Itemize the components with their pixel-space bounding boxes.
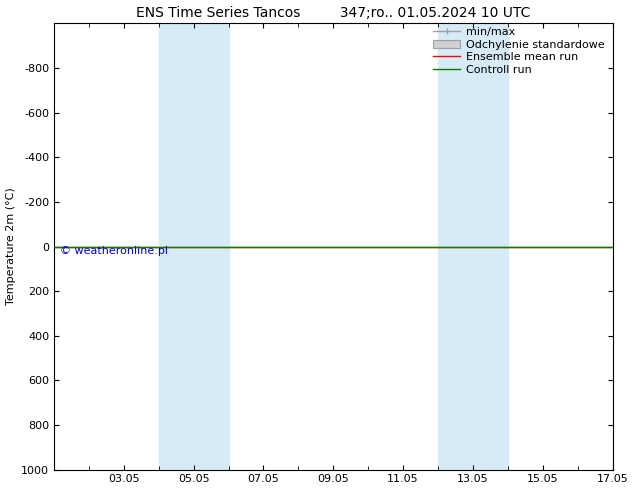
Bar: [158, 24, 228, 469]
Text: © weatheronline.pl: © weatheronline.pl: [60, 246, 167, 256]
Legend: min/max, Odchylenie standardowe, Ensemble mean run, Controll run: min/max, Odchylenie standardowe, Ensembl…: [430, 24, 607, 77]
Title: ENS Time Series Tancos         347;ro.. 01.05.2024 10 UTC: ENS Time Series Tancos 347;ro.. 01.05.20…: [136, 5, 531, 20]
Y-axis label: Temperature 2m (°C): Temperature 2m (°C): [6, 188, 16, 305]
Bar: [438, 24, 508, 469]
